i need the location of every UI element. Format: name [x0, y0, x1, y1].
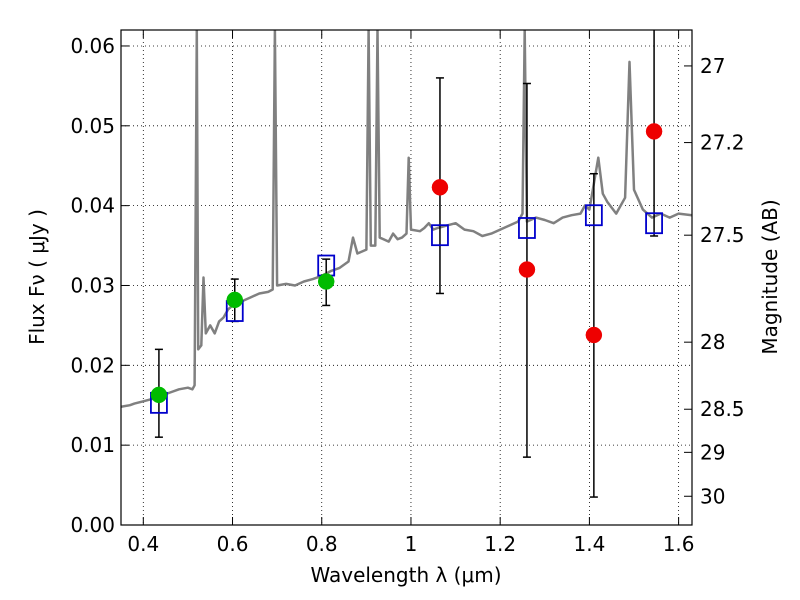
- y-tick-label: 0.02: [70, 353, 115, 377]
- x-tick-label: 0.8: [306, 532, 338, 556]
- x-tick-label: 1.4: [573, 532, 605, 556]
- model-square-marker: [431, 224, 449, 247]
- x-tick-label: 1.6: [663, 532, 695, 556]
- axis-ticks: 0.4 0.6 0.8 1 1.2 1.4 1.6 0.00 0.01 0.02 0.03 0.04 0…: [70, 30, 745, 556]
- y2-tick-label: 29: [700, 440, 725, 464]
- detection-point: [226, 291, 244, 309]
- spectrum-line: [121, 30, 692, 409]
- plot-frame: [120, 29, 693, 526]
- y2-tick-label: 30: [700, 484, 725, 508]
- y-tick-label: 0.00: [70, 513, 115, 537]
- y2-axis-title: Magnitude (AB): [758, 199, 782, 354]
- y-tick-label: 0.06: [70, 34, 115, 58]
- x-tick-label: 1.2: [484, 532, 516, 556]
- model-square-marker: [645, 212, 663, 235]
- non-detection-point: [431, 179, 449, 196]
- detection-point: [150, 386, 168, 404]
- y-tick-label: 0.05: [70, 114, 115, 138]
- x-tick-label: 0.6: [217, 532, 249, 556]
- plot-area: [121, 30, 692, 409]
- x-axis-title: Wavelength λ (μm): [310, 563, 501, 587]
- y-axis-title: Flux Fν ( μJy ): [25, 209, 49, 345]
- detection-point: [317, 273, 335, 290]
- model-square-marker: [518, 217, 536, 239]
- y-tick-label: 0.03: [70, 273, 115, 297]
- y-tick-label: 0.01: [70, 433, 115, 457]
- non-detection-point: [585, 326, 603, 344]
- grid: [121, 30, 692, 526]
- y2-tick-label: 27: [700, 54, 725, 78]
- x-tick-label: 0.4: [127, 532, 159, 556]
- non-detection-point: [518, 261, 536, 278]
- y2-tick-label: 28.5: [700, 397, 745, 421]
- y2-tick-label: 27.2: [700, 131, 745, 155]
- y2-tick-label: 27.5: [700, 223, 745, 247]
- markers: [150, 123, 663, 414]
- y2-tick-label: 28: [700, 330, 725, 354]
- non-detection-point: [645, 123, 663, 140]
- model-square-marker: [584, 204, 603, 227]
- x-tick-label: 1: [405, 532, 418, 556]
- y-tick-label: 0.04: [70, 194, 115, 218]
